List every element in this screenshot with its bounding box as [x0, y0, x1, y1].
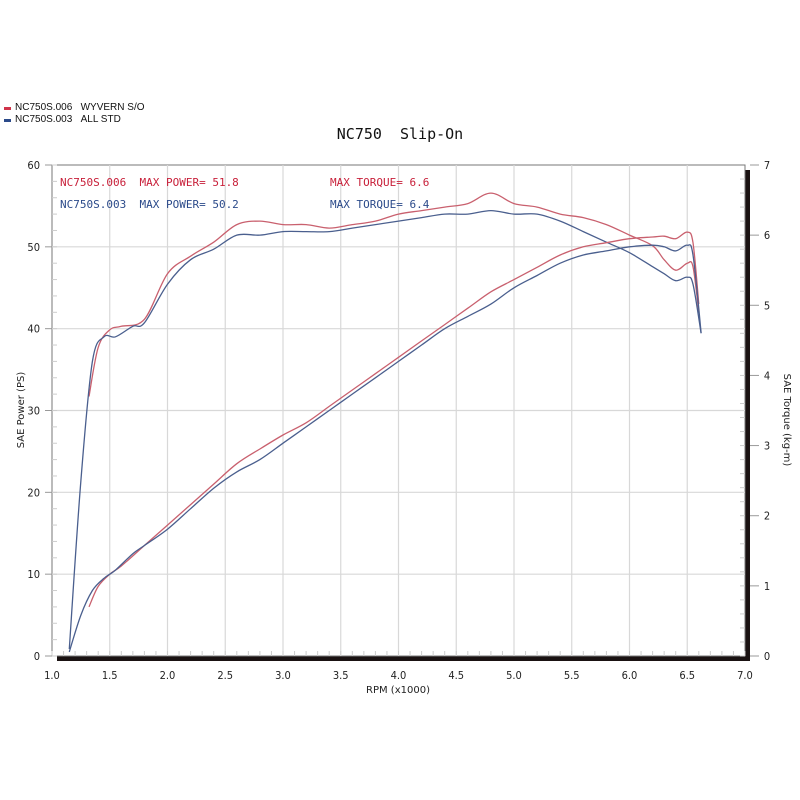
y-tick-label: 20 [27, 486, 40, 499]
legend-swatch-red [4, 106, 11, 110]
ticks: 1.0 1.5 2.0 2.5 3.0 3.5 4.0 4.5 5.0 5.5 6.0 6.5 7.0 0… [27, 159, 770, 682]
x-tick-label: 3.5 [333, 669, 349, 682]
y2-tick-label: 0 [764, 650, 770, 663]
series-line [88, 231, 700, 608]
x-tick-label: 3.0 [275, 669, 291, 682]
x-tick-label: 2.0 [160, 669, 176, 682]
x-tick-label: 1.0 [44, 669, 60, 682]
x-tick-label: 6.5 [679, 669, 695, 682]
legend-desc: ALL STD [80, 114, 121, 125]
annotation-blue-torque: MAX TORQUE= 6.4 [330, 198, 430, 211]
legend-item-std: NC750S.003 ALL STD [4, 114, 145, 126]
series-line [68, 209, 702, 650]
y2-tick-label: 3 [764, 440, 770, 453]
y2-tick-label: 4 [764, 369, 770, 382]
y2-tick-label: 6 [764, 229, 770, 242]
y2-tick-label: 1 [764, 580, 770, 593]
series-lines [68, 192, 702, 653]
y-axis-title: SAE Power (PS) [16, 372, 27, 449]
y2-axis-title: SAE Torque (kg-m) [781, 374, 792, 467]
y-tick-label: 30 [27, 405, 40, 418]
legend-label: NC750S.006 [15, 102, 73, 113]
annotation-red-torque: MAX TORQUE= 6.6 [330, 176, 429, 189]
x-tick-label: 6.0 [622, 669, 638, 682]
y2-tick-label: 5 [764, 299, 770, 312]
y-tick-label: 50 [27, 241, 40, 254]
x-tick-label: 5.5 [564, 669, 580, 682]
legend: NC750S.006 WYVERN S/O NC750S.003 ALL STD [4, 102, 145, 126]
annotation-red-power: NC750S.006 MAX POWER= 51.8 [60, 176, 239, 189]
x-tick-label: 4.0 [391, 669, 407, 682]
x-tick-label: 2.5 [217, 669, 233, 682]
annotation-blue-power: NC750S.003 MAX POWER= 50.2 [60, 198, 239, 211]
y2-tick-label: 2 [764, 510, 770, 523]
chart-title: NC750 Slip-On [336, 125, 464, 143]
x-tick-label: 4.5 [448, 669, 464, 682]
y-tick-label: 40 [27, 323, 40, 336]
legend-label: NC750S.003 [15, 114, 73, 125]
y-tick-label: 10 [27, 568, 40, 581]
legend-item-wyvern: NC750S.006 WYVERN S/O [4, 102, 145, 114]
y-tick-label: 0 [34, 650, 40, 663]
y-tick-label: 60 [27, 159, 40, 172]
x-axis-title: RPM (x1000) [366, 685, 430, 696]
x-tick-label: 7.0 [737, 669, 753, 682]
x-tick-label: 5.0 [506, 669, 522, 682]
y2-tick-label: 7 [764, 159, 770, 172]
x-tick-label: 1.5 [102, 669, 118, 682]
legend-swatch-blue [4, 118, 11, 122]
series-line [68, 244, 702, 653]
legend-desc: WYVERN S/O [80, 102, 145, 113]
